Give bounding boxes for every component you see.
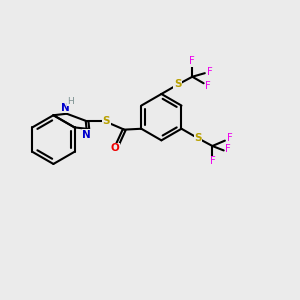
Text: S: S xyxy=(103,116,110,126)
Text: F: F xyxy=(225,144,231,154)
Text: O: O xyxy=(111,143,120,153)
Text: N: N xyxy=(61,103,70,113)
Text: F: F xyxy=(207,67,213,77)
Text: F: F xyxy=(190,56,195,66)
Text: F: F xyxy=(205,81,211,91)
Text: S: S xyxy=(174,80,182,89)
Text: F: F xyxy=(227,133,233,143)
Text: H: H xyxy=(67,97,74,106)
Text: N: N xyxy=(82,130,91,140)
Text: S: S xyxy=(194,133,202,143)
Text: F: F xyxy=(209,156,215,167)
